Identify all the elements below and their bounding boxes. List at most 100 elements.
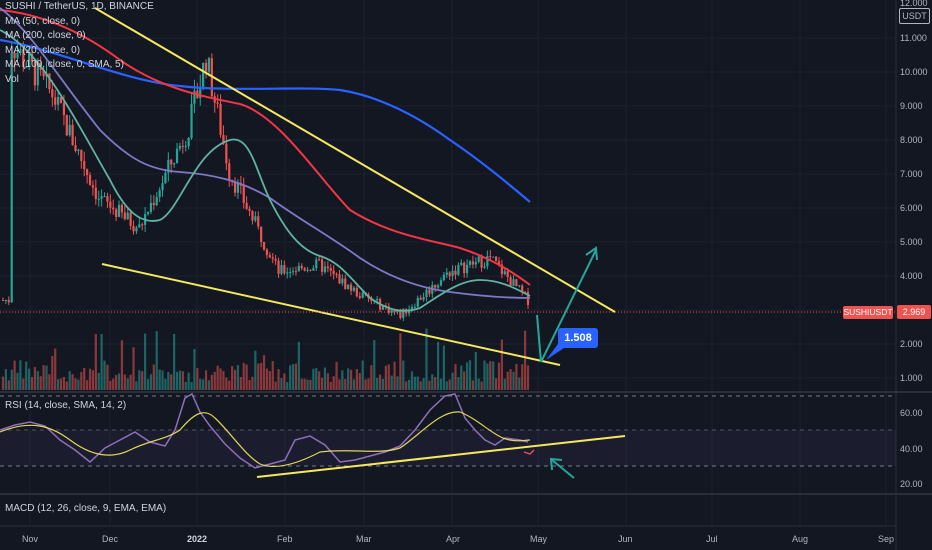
legend-title[interactable]: SUSHI / TetherUS, 1D, BINANCE <box>5 1 154 12</box>
volume-bar <box>492 361 495 390</box>
volume-bar <box>306 379 309 390</box>
volume-bar <box>399 333 402 390</box>
volume-bar <box>274 381 277 390</box>
volume-bar <box>19 360 22 390</box>
volume-bar <box>164 378 167 390</box>
legend-ma100[interactable]: MA (100, close, 0, SMA, 5) <box>5 59 124 70</box>
volume-bar <box>277 369 280 390</box>
candle-body <box>268 255 271 258</box>
volume-bar <box>210 374 213 390</box>
rsi-legend[interactable]: RSI (14, close, SMA, 14, 2) <box>5 400 127 411</box>
legend-ma20[interactable]: MA (20, close, 0) <box>5 44 81 56</box>
candle-body <box>413 306 416 308</box>
legend-ma200[interactable]: MA (200, close, 0) <box>5 30 86 41</box>
volume-bar <box>251 376 254 390</box>
volume-bar <box>428 380 431 390</box>
projection-arrows[interactable] <box>536 246 598 479</box>
candle-body <box>509 277 512 286</box>
candle-body <box>149 202 153 212</box>
volume-bar <box>326 373 329 390</box>
candle-body <box>434 284 437 288</box>
candle-body <box>515 279 518 287</box>
candle-body <box>280 265 283 274</box>
volume-bar <box>231 366 234 390</box>
candle-body <box>381 305 385 310</box>
volume-bar <box>117 373 121 390</box>
candle-body <box>74 145 77 152</box>
volume-bar <box>161 370 164 390</box>
time-axis[interactable]: Nov Dec 2022 Feb Mar Apr May Jun Jul Aug… <box>0 527 896 550</box>
symbol-tag[interactable]: SUSHIUSDT <box>843 306 893 319</box>
volume-bar <box>77 379 80 390</box>
volume-bar <box>454 363 457 390</box>
lower-trendline[interactable] <box>101 263 561 366</box>
volume-bar <box>39 376 42 390</box>
volume-bar <box>436 341 440 390</box>
upper-trendline[interactable] <box>94 7 616 313</box>
candle-body <box>68 124 71 136</box>
rsi-trendline[interactable] <box>256 435 626 478</box>
candle-body <box>123 212 126 220</box>
currency-tag[interactable]: USDT <box>899 8 930 24</box>
time-label: Jul <box>706 534 718 544</box>
candle-body <box>492 256 495 258</box>
candle-body <box>28 53 31 67</box>
target-label-pointer <box>546 344 564 360</box>
candle-body <box>416 297 419 307</box>
candle-body <box>344 278 347 289</box>
candle-body <box>65 115 68 136</box>
candle-body <box>297 265 300 272</box>
price-tick: 6.000 <box>900 203 923 213</box>
candle-body <box>225 143 228 164</box>
candle-body <box>399 310 402 318</box>
candle-body <box>320 259 324 272</box>
time-label: May <box>530 534 548 544</box>
candle-body <box>216 102 219 104</box>
volume-bar <box>135 381 138 390</box>
price-tick: 5.000 <box>900 237 923 247</box>
candle-body <box>283 265 286 274</box>
volume-bar <box>57 379 60 390</box>
volume-bar <box>486 363 489 390</box>
candle-body <box>303 268 306 271</box>
rsi-end-marks <box>523 449 535 455</box>
volume-bar <box>207 380 211 390</box>
main-legend[interactable]: SUSHI / TetherUS, 1D, BINANCE MA (50, cl… <box>5 0 154 87</box>
candle-body <box>387 306 390 313</box>
volume-bar <box>367 378 370 390</box>
volume-bar <box>181 371 184 390</box>
volume-bar <box>62 376 66 390</box>
price-tick: 11.000 <box>900 33 927 43</box>
volume-bar <box>144 333 147 390</box>
candle-body <box>190 103 193 139</box>
volume-bar <box>393 361 396 390</box>
target-price-label[interactable]: 1.508 <box>558 328 598 348</box>
volume-bar <box>33 367 37 390</box>
volume-bar <box>158 369 161 390</box>
volume-bar <box>222 371 225 390</box>
candle-body <box>167 159 170 173</box>
rsi-ma-line <box>0 411 531 468</box>
legend-volume[interactable]: Vol <box>5 73 19 85</box>
last-price-tag[interactable]: 2.969 <box>897 305 931 319</box>
volume-bar <box>184 381 187 390</box>
candle-body <box>59 97 63 104</box>
price-axis[interactable]: USDT 12.000 11.000 10.000 9.000 8.000 7.… <box>897 0 932 526</box>
volume-bar <box>48 374 51 390</box>
volume-bar <box>22 378 25 390</box>
volume-bar <box>344 379 347 390</box>
macd-legend[interactable]: MACD (12, 26, close, 9, EMA, EMA) <box>5 503 167 514</box>
legend-ma50[interactable]: MA (50, close, 0) <box>5 15 81 27</box>
candle-body <box>442 274 445 281</box>
volume-bar <box>457 377 460 390</box>
candle-body <box>71 124 74 146</box>
volume-bar <box>74 378 77 390</box>
candle-body <box>202 62 205 87</box>
candle-body <box>48 73 51 90</box>
candle-body <box>16 53 19 59</box>
volume-bar <box>361 360 364 390</box>
volume-bar <box>312 368 315 390</box>
volume-bar <box>115 375 118 390</box>
volume-bar <box>254 350 257 390</box>
